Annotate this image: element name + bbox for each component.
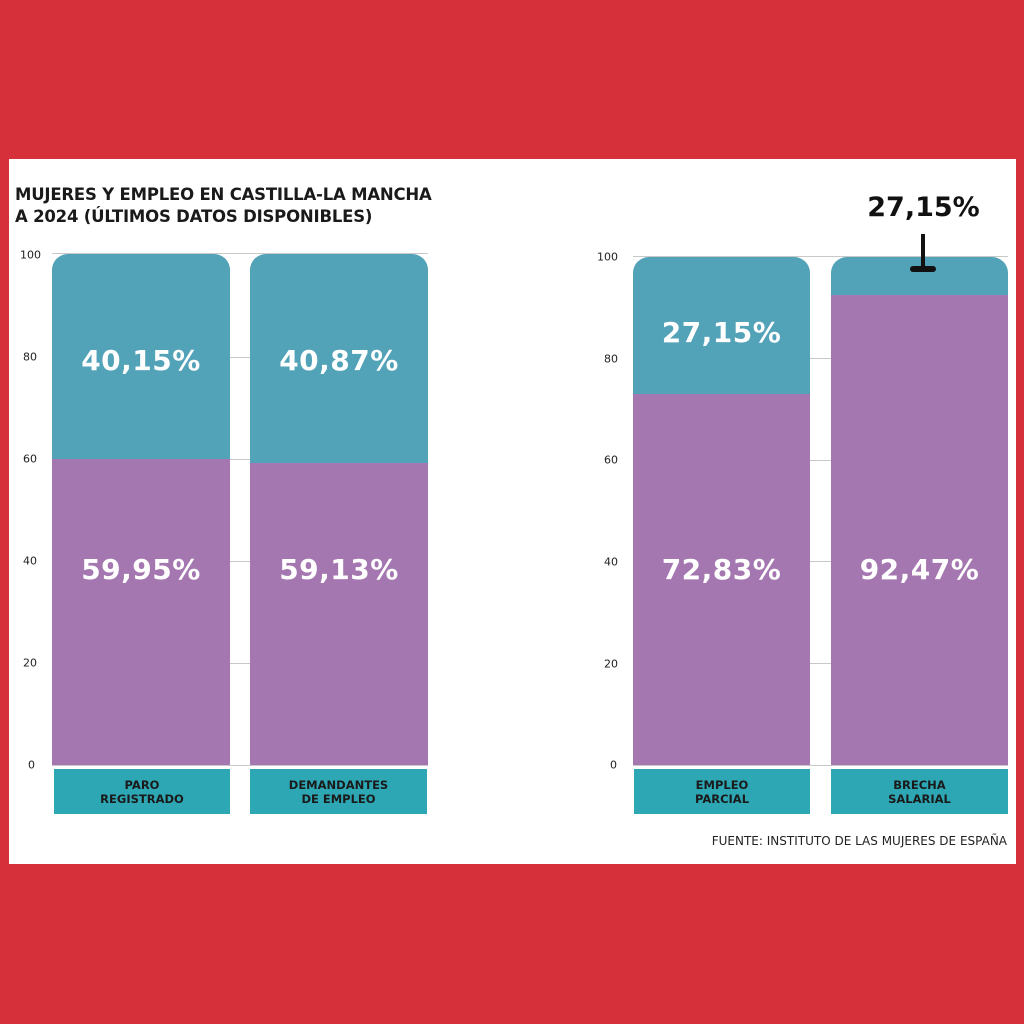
segment-top: [633, 257, 810, 394]
bar-label-bottom: 59,95%: [81, 553, 201, 586]
y-tick-80: 80: [604, 352, 618, 366]
gridline-40: [633, 561, 1008, 562]
segment-bottom: [633, 394, 810, 765]
y-tick-80: 80: [23, 350, 37, 364]
category-line-2: REGISTRADO: [100, 791, 184, 806]
gridline-20: [52, 663, 428, 664]
category-line-1: BRECHA: [893, 777, 946, 792]
gridline-0: [633, 765, 1008, 766]
category-line-1: DEMANDANTES: [288, 777, 389, 792]
gridline-80: [633, 358, 1008, 359]
category-empleo-parcial: EMPLEO PARCIAL: [634, 769, 810, 814]
source-note: FUENTE: INSTITUTO DE LAS MUJERES DE ESPA…: [711, 834, 1007, 848]
bar-label-top: 40,15%: [81, 344, 201, 377]
bar-demandantes-de-empleo: 40,87% 59,13%: [250, 254, 428, 765]
bar-paro-registrado: 40,15% 59,95%: [52, 254, 230, 765]
bar-label-bottom: 59,13%: [279, 553, 399, 586]
category-line-2: DE EMPLEO: [301, 791, 376, 806]
y-tick-40: 40: [604, 555, 618, 569]
y-tick-40: 40: [23, 554, 37, 568]
y-tick-20: 20: [604, 657, 618, 671]
bar-label-top: 27,15%: [661, 316, 782, 349]
callout-pointer-icon: [921, 234, 925, 268]
gridline-60: [52, 459, 428, 460]
y-tick-100: 100: [597, 250, 618, 264]
category-brecha-salarial: BRECHA SALARIAL: [831, 769, 1008, 814]
segment-top: [250, 254, 428, 463]
bar-label-top: 40,87%: [279, 344, 399, 377]
segment-bottom: [250, 463, 428, 765]
category-paro-registrado: PARO REGISTRADO: [54, 769, 230, 814]
gridline-80: [52, 357, 428, 358]
gridline-40: [52, 561, 428, 562]
segment-bottom: [831, 295, 1008, 765]
bar-brecha-salarial: 92,47%: [831, 257, 1008, 765]
y-tick-0: 0: [610, 758, 617, 772]
y-tick-60: 60: [604, 453, 618, 467]
title-line-2: A 2024 (ÚLTIMOS DATOS DISPONIBLES): [15, 207, 373, 226]
category-line-1: EMPLEO: [695, 777, 749, 792]
callout-label: 27,15%: [867, 192, 980, 223]
category-line-2: PARCIAL: [694, 791, 750, 806]
bar-label-bottom: 92,47%: [859, 553, 980, 586]
title-line-1: MUJERES Y EMPLEO EN CASTILLA-LA MANCHA: [15, 185, 432, 204]
y-tick-0: 0: [28, 758, 35, 772]
y-tick-60: 60: [23, 452, 37, 466]
category-demandantes-de-empleo: DEMANDANTES DE EMPLEO: [250, 769, 427, 814]
callout-pointer-foot: [910, 266, 936, 272]
segment-top: [831, 257, 1008, 295]
gridline-100: [52, 253, 428, 254]
y-tick-100: 100: [20, 248, 41, 262]
gridline-60: [633, 460, 1008, 461]
segment-top: [52, 254, 230, 459]
gridline-100: [633, 256, 1008, 257]
segment-bottom: [52, 459, 230, 765]
category-line-2: SALARIAL: [888, 791, 951, 806]
bar-empleo-parcial: 27,15% 72,83%: [633, 257, 810, 765]
y-tick-20: 20: [23, 656, 37, 670]
bar-label-bottom: 72,83%: [661, 553, 782, 586]
chart-title: MUJERES Y EMPLEO EN CASTILLA-LA MANCHA A…: [15, 184, 432, 228]
gridline-20: [633, 663, 1008, 664]
category-line-1: PARO: [124, 777, 160, 792]
gridline-0: [52, 765, 428, 766]
